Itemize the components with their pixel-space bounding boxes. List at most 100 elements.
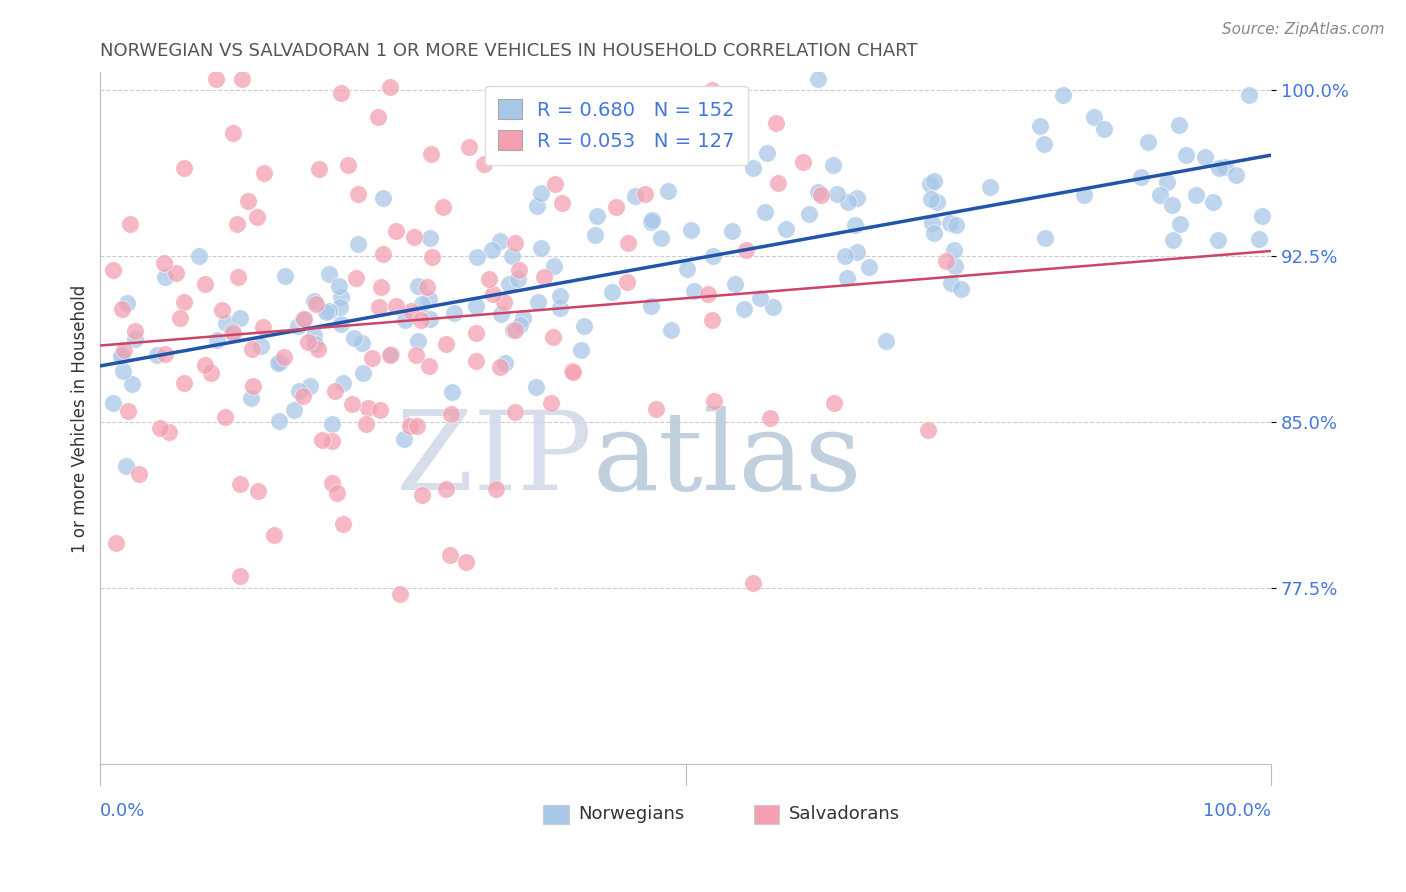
Point — [1052, 88, 1074, 103]
Point — [1137, 136, 1160, 150]
Point — [292, 312, 315, 326]
Point — [402, 230, 425, 244]
Point — [700, 83, 723, 97]
Point — [222, 326, 245, 340]
Point — [810, 188, 832, 202]
Point — [308, 162, 330, 177]
Point — [681, 223, 703, 237]
Point — [756, 146, 779, 161]
Point — [485, 482, 508, 496]
Point — [494, 295, 516, 310]
Point — [724, 277, 747, 291]
Point — [530, 186, 553, 201]
Point — [169, 310, 191, 325]
Point — [697, 287, 720, 301]
Point — [357, 401, 380, 416]
Point — [434, 336, 457, 351]
Legend: R = 0.680   N = 152, R = 0.053   N = 127: R = 0.680 N = 152, R = 0.053 N = 127 — [485, 86, 748, 165]
Point — [214, 409, 236, 424]
Point — [229, 311, 252, 326]
Point — [298, 379, 321, 393]
Point — [640, 299, 662, 313]
Point — [246, 210, 269, 224]
Point — [226, 270, 249, 285]
Point — [807, 185, 830, 199]
Point — [683, 285, 706, 299]
Point — [152, 256, 174, 270]
Point — [399, 304, 422, 318]
Point — [269, 414, 291, 428]
Point — [226, 217, 249, 231]
Point — [221, 324, 243, 338]
Point — [858, 260, 880, 274]
Point — [1029, 120, 1052, 134]
Point — [200, 366, 222, 380]
Point — [105, 536, 128, 550]
Point — [797, 206, 820, 220]
Point — [650, 230, 672, 244]
Point — [419, 231, 441, 245]
Point — [112, 343, 135, 357]
Point — [527, 295, 550, 310]
Point — [939, 216, 962, 230]
Point — [406, 418, 429, 433]
Point — [173, 295, 195, 310]
Point — [124, 324, 146, 338]
Point — [415, 279, 437, 293]
Point — [173, 161, 195, 176]
Point — [498, 277, 520, 292]
Point — [1032, 136, 1054, 151]
Point — [702, 249, 724, 263]
Point — [1160, 198, 1182, 212]
Point — [917, 423, 939, 437]
Point — [103, 395, 125, 409]
Point — [733, 301, 755, 316]
Point — [103, 263, 125, 277]
Point — [378, 348, 401, 362]
Point — [533, 270, 555, 285]
Point — [399, 418, 422, 433]
Point — [315, 304, 337, 318]
Point — [498, 113, 520, 128]
Point — [742, 161, 765, 176]
Point — [837, 194, 859, 209]
Point — [585, 209, 607, 223]
Point — [626, 136, 648, 151]
Point — [247, 483, 270, 498]
Point — [924, 226, 946, 240]
Point — [465, 354, 488, 368]
Point — [544, 177, 567, 191]
Point — [583, 227, 606, 242]
Point — [115, 296, 138, 310]
Point — [1092, 122, 1115, 136]
Point — [354, 417, 377, 431]
Point — [943, 259, 966, 273]
Point — [173, 376, 195, 391]
Point — [1250, 209, 1272, 223]
Point — [657, 185, 679, 199]
Point — [385, 299, 408, 313]
Point — [153, 347, 176, 361]
Point — [419, 311, 441, 326]
Point — [304, 337, 326, 351]
Point — [734, 244, 756, 258]
Point — [703, 394, 725, 409]
Point — [561, 365, 583, 379]
Point — [742, 576, 765, 591]
Point — [330, 290, 353, 304]
Point — [1208, 161, 1230, 175]
Point — [569, 343, 592, 357]
Point — [304, 327, 326, 342]
Point — [640, 213, 662, 227]
Point — [194, 277, 217, 292]
Point — [307, 342, 329, 356]
Point — [659, 323, 682, 337]
Point — [766, 176, 789, 190]
Point — [411, 297, 433, 311]
Point — [110, 349, 132, 363]
Point — [921, 216, 943, 230]
Point — [1206, 233, 1229, 247]
Point — [305, 297, 328, 311]
Point — [835, 270, 858, 285]
Point — [332, 516, 354, 531]
